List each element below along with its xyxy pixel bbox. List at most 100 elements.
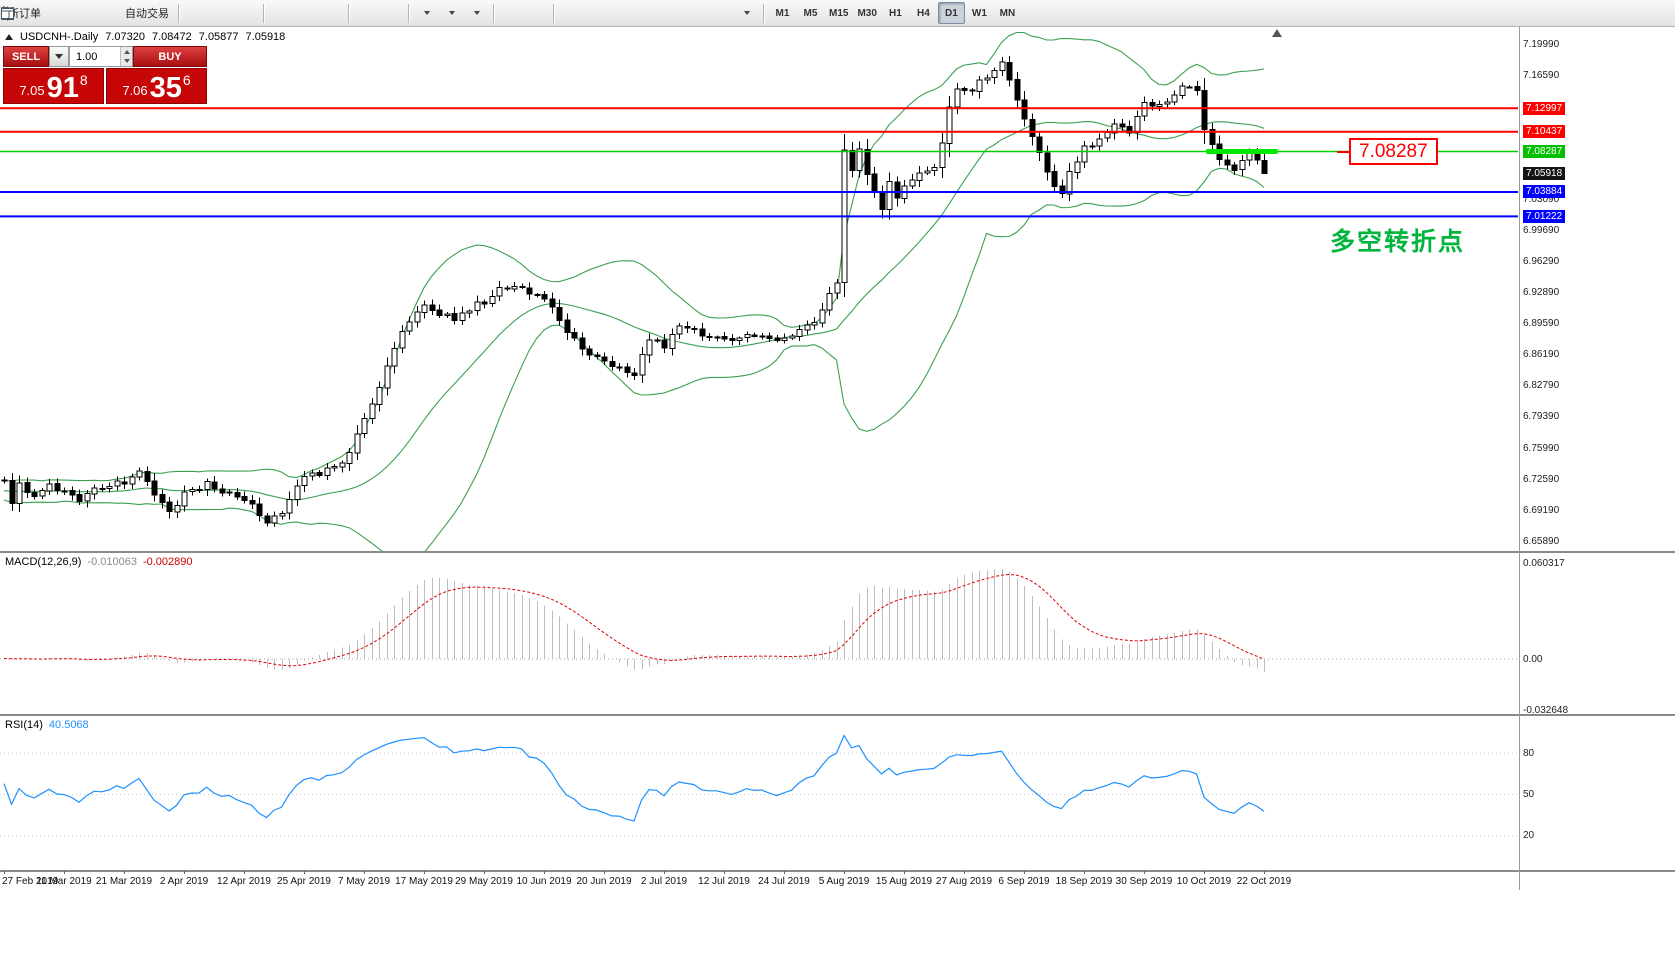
market-watch-button[interactable] [1, 2, 95, 24]
chart-open-value: 7.07320 [105, 31, 145, 43]
templates-button[interactable] [1, 2, 488, 24]
vertical-line-tool-button[interactable] [7, 2, 583, 24]
rsi-panel[interactable] [0, 716, 1518, 870]
time-axis[interactable]: 27 Feb 2019 11 Mar 2019 21 Mar 2019 2 Apr 2… [0, 871, 1518, 890]
timeframe-mn-button[interactable]: MN [999, 7, 1016, 19]
crosshair-button[interactable] [1, 2, 548, 24]
toolbar-separator [493, 3, 494, 23]
price-axis-divider [1519, 27, 1520, 890]
time-axis-label: 12 Apr 2019 [217, 876, 271, 887]
time-axis-label: 27 Aug 2019 [935, 876, 993, 887]
candles-layer [1, 56, 1268, 527]
time-axis-label: 18 Sep 2019 [1055, 876, 1113, 887]
price-axis-tick: 6.86190 [1523, 349, 1560, 360]
rsi-line [3, 734, 1265, 822]
time-axis-tick [784, 871, 785, 874]
zoom-in-button[interactable] [1, 2, 293, 24]
text-tool-button[interactable] [2, 2, 708, 24]
volume-increase-button[interactable] [121, 47, 132, 57]
price-callout-label[interactable]: 7.08287 [1349, 138, 1438, 165]
volume-field [69, 46, 133, 67]
time-axis-tick [1204, 871, 1205, 874]
time-axis-label: 29 May 2019 [455, 876, 513, 887]
bar-chart-button[interactable] [2, 2, 208, 24]
bollinger-upper-band [3, 31, 1265, 482]
line-chart-button[interactable] [1, 2, 258, 24]
rsi-axis-label: 80 [1523, 748, 1535, 759]
macd-header: MACD(12,26,9) -0.010063 -0.002890 [5, 556, 193, 568]
timeframe-m1-button[interactable]: M1 [775, 7, 790, 19]
chart-note-text[interactable]: 多空转折点 [1330, 228, 1466, 256]
timeframe-d1-button[interactable]: D1 [937, 2, 965, 24]
auto-arrange-button[interactable] [1, 2, 378, 24]
autotrading-button[interactable]: 自动交易 [2, 2, 173, 24]
volume-decrease-button[interactable] [121, 56, 132, 66]
level-axis-label: 7.08287 [1523, 145, 1566, 158]
indicators-button[interactable] [1, 2, 438, 24]
time-axis-tick [64, 871, 65, 874]
time-axis-label: 7 May 2019 [337, 876, 391, 887]
main-toolbar: 新订单 自动交易 [0, 0, 1675, 27]
strategy-tester-button[interactable] [1, 2, 120, 24]
current-price-label: 7.05918 [1523, 167, 1566, 180]
timeframe-h1-button[interactable]: H1 [889, 7, 902, 19]
timeframe-w1-button[interactable]: W1 [971, 7, 987, 19]
macd-signal-line [3, 573, 1265, 667]
buy-price-pip: 6 [182, 72, 191, 88]
metaeditor-button[interactable] [0, 2, 70, 24]
chart-shift-marker-icon [1272, 29, 1282, 37]
time-axis-label: 2 Apr 2019 [159, 876, 209, 887]
price-axis-tick: 6.92890 [1523, 287, 1560, 298]
time-axis-label: 6 Sep 2019 [998, 876, 1050, 887]
trendline-tool-button[interactable] [1, 2, 633, 24]
level-axis-label: 7.03884 [1523, 185, 1566, 198]
volume-spinner [120, 47, 132, 66]
tile-windows-button[interactable] [1, 2, 343, 24]
fibonacci-tool-button[interactable] [2, 2, 683, 24]
buy-button[interactable]: BUY [133, 46, 207, 67]
time-axis-label: 30 Sep 2019 [1115, 876, 1173, 887]
templates-dropdown-caret [474, 11, 480, 15]
horizontal-line-tool-button[interactable] [1, 2, 608, 24]
timeframe-m30-button[interactable]: M30 [857, 7, 877, 19]
chart-ohlc-header: USDCNH-.Daily 7.07320 7.08472 7.05877 7.… [5, 31, 285, 43]
timeframe-m5-button[interactable]: M5 [803, 7, 818, 19]
sell-price-big: 91 [46, 72, 79, 105]
order-type-dropdown[interactable] [49, 46, 69, 67]
sell-button[interactable]: SELL [3, 46, 49, 67]
price-axis[interactable]: 7.19990 7.16590 7.03090 6.99690 6.96290 6.928… [1521, 27, 1673, 890]
layout-button[interactable] [1, 2, 1667, 24]
timeframe-m15-button[interactable]: M15 [829, 7, 849, 19]
periods-button[interactable] [1, 2, 463, 24]
time-axis-label: 10 Oct 2019 [1176, 876, 1232, 887]
search-button[interactable] [1, 2, 1641, 24]
indicators-dropdown-caret [424, 11, 430, 15]
channel-tool-button[interactable] [1, 2, 658, 24]
timeframe-group: M1 M5 M15 M30 H1 H4 D1 W1 MN [769, 2, 1021, 24]
sell-price-prefix: 7.05 [19, 83, 45, 98]
price-axis-tick: 6.89590 [1523, 318, 1560, 329]
time-axis-label: 22 Oct 2019 [1236, 876, 1292, 887]
price-chart-panel[interactable] [0, 27, 1518, 551]
zoom-out-button[interactable] [1, 2, 318, 24]
timeframe-h4-button[interactable]: H4 [917, 7, 930, 19]
time-axis-tick [664, 871, 665, 874]
panel-separator[interactable] [0, 551, 1675, 553]
horizontal-level-lines [0, 107, 1518, 218]
cursor-button[interactable] [3, 2, 523, 24]
macd-label: MACD(12,26,9) [5, 556, 82, 568]
cascade-windows-button[interactable] [1, 2, 403, 24]
price-axis-tick: 6.69190 [1523, 505, 1560, 516]
time-axis-label: 2 Jul 2019 [640, 876, 688, 887]
macd-panel[interactable] [0, 553, 1518, 714]
volume-input[interactable] [70, 47, 120, 66]
rsi-value: 40.5068 [48, 719, 89, 731]
level-axis-label: 7.10437 [1523, 125, 1566, 138]
panel-separator[interactable] [0, 714, 1675, 716]
text-label-tool-button[interactable] [3, 2, 733, 24]
arrows-tool-button[interactable] [2, 2, 758, 24]
buy-price-button[interactable]: 7.06 35 6 [106, 68, 207, 104]
time-axis-label: 10 Jun 2019 [516, 876, 572, 887]
candlestick-chart-button[interactable] [2, 2, 233, 24]
sell-price-button[interactable]: 7.05 91 8 [3, 68, 104, 104]
